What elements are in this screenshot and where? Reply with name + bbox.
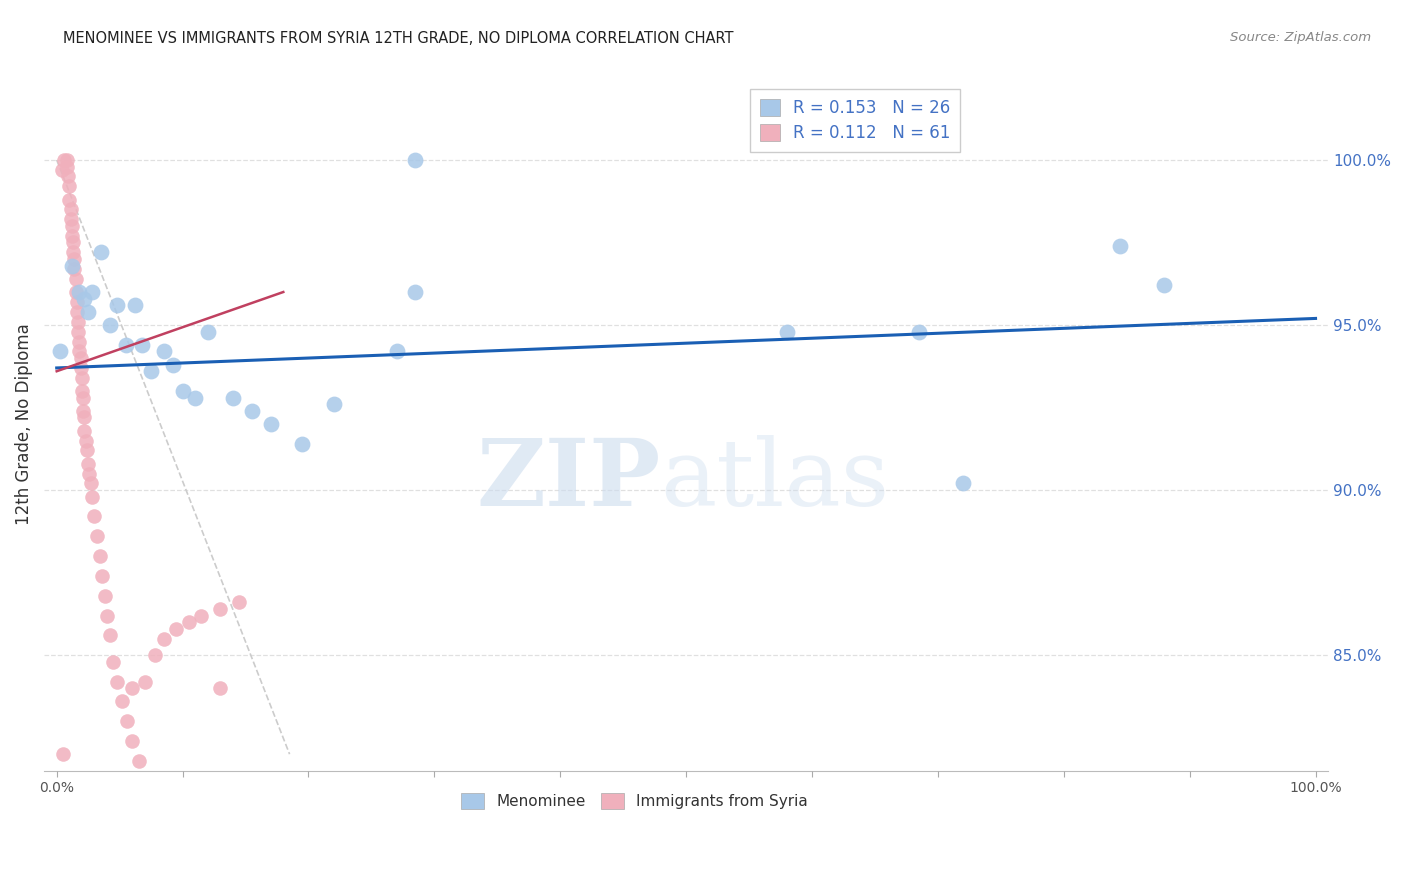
Point xyxy=(58,179,80,194)
Point xyxy=(77,457,100,471)
Point xyxy=(111,694,134,708)
Point xyxy=(67,315,90,329)
Point xyxy=(105,298,128,312)
Point xyxy=(73,424,96,438)
Point xyxy=(404,285,426,299)
Point xyxy=(776,325,799,339)
Point xyxy=(105,674,128,689)
Text: atlas: atlas xyxy=(661,434,890,524)
Point xyxy=(908,325,931,339)
Point xyxy=(1153,278,1175,293)
Point xyxy=(86,529,108,543)
Point xyxy=(184,391,207,405)
Point xyxy=(291,437,314,451)
Point xyxy=(79,467,101,481)
Point xyxy=(121,681,143,695)
Point xyxy=(177,615,200,629)
Point xyxy=(197,325,219,339)
Point xyxy=(62,235,84,250)
Point xyxy=(59,202,82,217)
Point xyxy=(75,434,97,448)
Point xyxy=(209,681,232,695)
Point xyxy=(115,714,138,728)
Point xyxy=(152,632,174,646)
Text: MENOMINEE VS IMMIGRANTS FROM SYRIA 12TH GRADE, NO DIPLOMA CORRELATION CHART: MENOMINEE VS IMMIGRANTS FROM SYRIA 12TH … xyxy=(63,31,734,46)
Point xyxy=(60,219,83,233)
Point xyxy=(134,674,156,689)
Point xyxy=(66,305,89,319)
Point xyxy=(115,338,138,352)
Point xyxy=(77,305,100,319)
Y-axis label: 12th Grade, No Diploma: 12th Grade, No Diploma xyxy=(15,323,32,524)
Point xyxy=(49,344,72,359)
Point xyxy=(93,589,115,603)
Point xyxy=(83,509,105,524)
Point xyxy=(260,417,283,431)
Point xyxy=(172,384,194,398)
Point xyxy=(72,404,94,418)
Point xyxy=(55,153,77,167)
Point xyxy=(404,153,426,167)
Point xyxy=(143,648,166,662)
Point xyxy=(70,371,93,385)
Point xyxy=(222,391,245,405)
Point xyxy=(69,360,91,375)
Point xyxy=(91,569,114,583)
Point xyxy=(98,628,121,642)
Point xyxy=(80,476,103,491)
Point xyxy=(209,602,232,616)
Point xyxy=(58,193,80,207)
Point xyxy=(51,162,73,177)
Point xyxy=(65,272,87,286)
Point xyxy=(59,212,82,227)
Point xyxy=(162,358,184,372)
Point xyxy=(385,344,408,359)
Point xyxy=(70,384,93,398)
Point xyxy=(60,228,83,243)
Point xyxy=(69,351,91,365)
Point xyxy=(67,344,90,359)
Point xyxy=(65,285,87,299)
Point xyxy=(73,410,96,425)
Point xyxy=(67,334,90,349)
Point xyxy=(98,318,121,332)
Point xyxy=(80,285,103,299)
Point xyxy=(121,734,143,748)
Point xyxy=(152,344,174,359)
Point xyxy=(80,490,103,504)
Point xyxy=(67,285,90,299)
Point xyxy=(56,169,79,184)
Point xyxy=(76,443,98,458)
Point xyxy=(103,655,125,669)
Point xyxy=(190,608,212,623)
Text: Source: ZipAtlas.com: Source: ZipAtlas.com xyxy=(1230,31,1371,45)
Point xyxy=(240,404,263,418)
Point xyxy=(131,338,153,352)
Point xyxy=(90,245,112,260)
Point xyxy=(63,261,86,276)
Point xyxy=(62,245,84,260)
Point xyxy=(139,364,162,378)
Legend: Menominee, Immigrants from Syria: Menominee, Immigrants from Syria xyxy=(456,787,814,815)
Point xyxy=(60,259,83,273)
Point xyxy=(52,747,75,761)
Point xyxy=(128,754,150,768)
Point xyxy=(1109,239,1132,253)
Point xyxy=(66,294,89,309)
Point xyxy=(53,153,76,167)
Point xyxy=(63,252,86,266)
Point xyxy=(72,391,94,405)
Point xyxy=(89,549,111,563)
Point xyxy=(165,622,187,636)
Point xyxy=(124,298,146,312)
Point xyxy=(67,325,90,339)
Point xyxy=(952,476,974,491)
Point xyxy=(55,160,77,174)
Point xyxy=(228,595,250,609)
Point xyxy=(322,397,344,411)
Point xyxy=(96,608,118,623)
Text: ZIP: ZIP xyxy=(477,434,661,524)
Point xyxy=(73,292,96,306)
